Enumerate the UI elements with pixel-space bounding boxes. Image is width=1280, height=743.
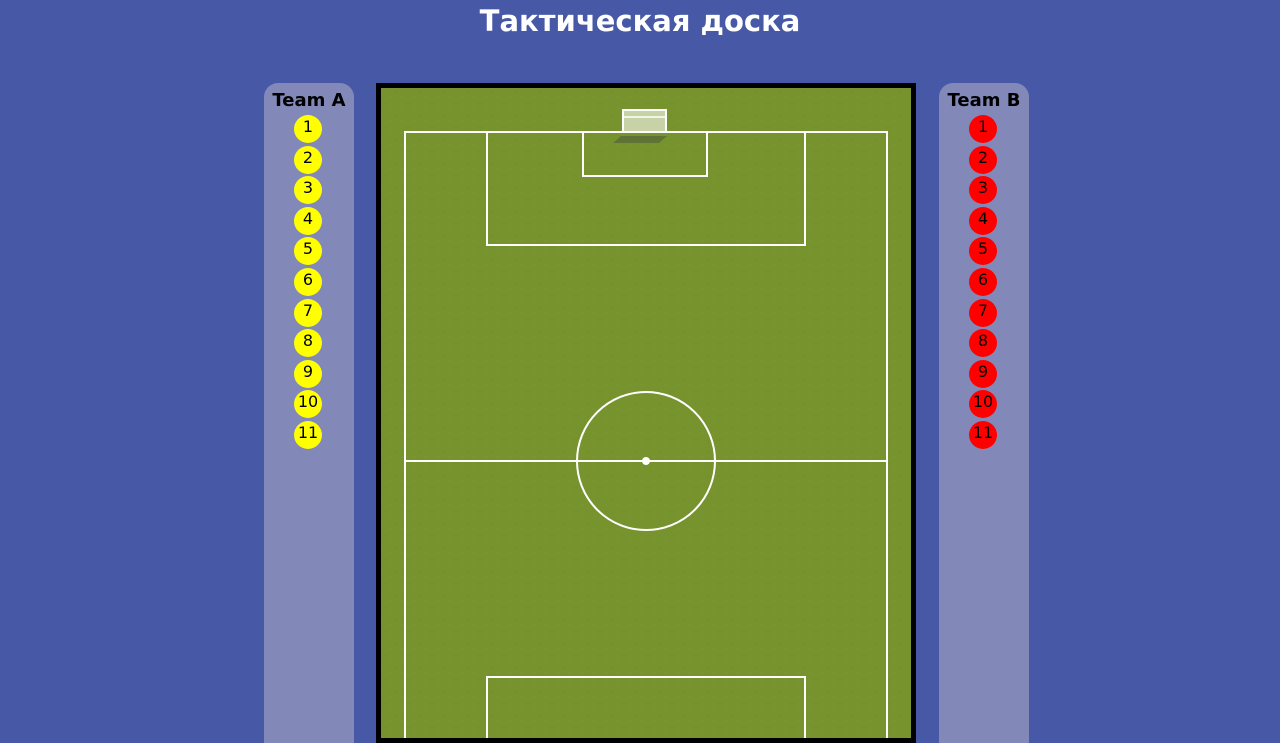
grass-surface	[381, 88, 911, 738]
team-a-player-chip-4[interactable]: 4	[294, 206, 322, 235]
team-b-player-chip-2[interactable]: 2	[969, 145, 997, 174]
team-b-panel: Team B 1 2 3 4 5 6 7 8 9 10 11	[939, 83, 1029, 743]
team-b-player-chip-4[interactable]: 4	[969, 206, 997, 235]
team-a-player-chip-6[interactable]: 6	[294, 268, 322, 296]
team-b-player-chip-11[interactable]: 11	[969, 421, 997, 449]
team-a-player-chip-7[interactable]: 7	[294, 298, 322, 327]
tactics-pitch[interactable]	[376, 83, 916, 743]
team-b-player-chip-1[interactable]: 1	[969, 115, 997, 143]
page-title: Тактическая доска	[479, 4, 801, 38]
pitch-field[interactable]	[381, 88, 911, 738]
team-b-player-chip-10[interactable]: 10	[969, 390, 997, 419]
goal-top	[622, 109, 667, 133]
team-b-player-chip-5[interactable]: 5	[969, 237, 997, 266]
team-a-player-chip-10[interactable]: 10	[294, 390, 322, 419]
center-spot	[642, 457, 650, 465]
team-a-player-chip-11[interactable]: 11	[294, 421, 322, 449]
goal-shadow	[613, 136, 667, 143]
team-b-player-chip-6[interactable]: 6	[969, 268, 997, 296]
team-a-panel: Team A 1 2 3 4 5 6 7 8 9 10 11	[264, 83, 354, 743]
team-a-player-chip-3[interactable]: 3	[294, 176, 322, 205]
team-a-player-chip-2[interactable]: 2	[294, 145, 322, 174]
team-b-player-chip-9[interactable]: 9	[969, 359, 997, 388]
team-a-player-chip-5[interactable]: 5	[294, 237, 322, 266]
team-b-name: Team B	[947, 90, 1021, 111]
team-b-player-chip-7[interactable]: 7	[969, 298, 997, 327]
team-b-player-chip-8[interactable]: 8	[969, 329, 997, 358]
team-a-name: Team A	[272, 90, 346, 111]
team-a-player-chip-8[interactable]: 8	[294, 329, 322, 358]
center-circle	[576, 391, 716, 531]
team-a-player-chip-9[interactable]: 9	[294, 359, 322, 388]
team-a-player-chip-1[interactable]: 1	[294, 115, 322, 143]
team-b-player-chip-3[interactable]: 3	[969, 176, 997, 205]
